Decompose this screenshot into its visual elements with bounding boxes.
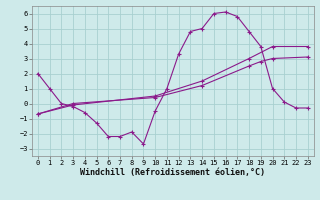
X-axis label: Windchill (Refroidissement éolien,°C): Windchill (Refroidissement éolien,°C) — [80, 168, 265, 177]
